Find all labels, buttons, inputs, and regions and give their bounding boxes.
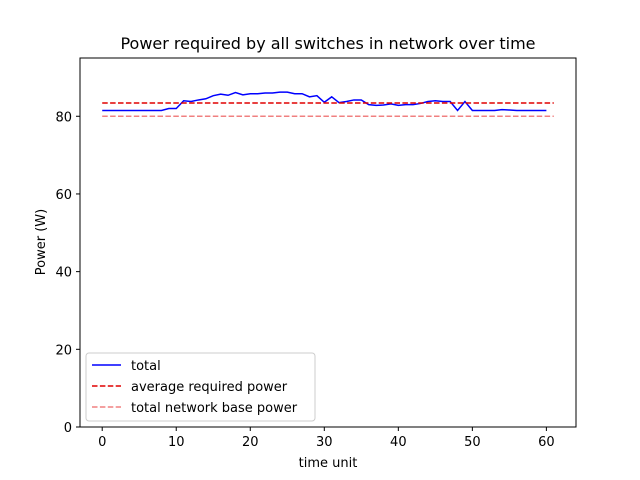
y-tick-label: 0 xyxy=(64,421,72,436)
x-tick-label: 30 xyxy=(316,435,333,450)
x-axis: 0 10 20 30 40 50 60 xyxy=(98,427,555,450)
x-tick-label: 60 xyxy=(538,435,555,450)
x-tick-label: 20 xyxy=(242,435,259,450)
plot-area xyxy=(102,91,554,118)
y-axis: 0 20 40 60 80 xyxy=(55,110,80,436)
y-tick-label: 60 xyxy=(55,188,72,203)
x-tick-label: 40 xyxy=(390,435,407,450)
legend-label: average required power xyxy=(131,380,288,395)
y-axis-label: Power (W) xyxy=(34,209,49,275)
y-tick-label: 20 xyxy=(55,343,72,358)
chart-title: Power required by all switches in networ… xyxy=(120,34,535,53)
x-tick-label: 10 xyxy=(168,435,185,450)
x-tick-label: 50 xyxy=(464,435,481,450)
plot-frame xyxy=(79,57,577,428)
x-axis-label: time unit xyxy=(299,456,358,471)
legend: total average required power total network… xyxy=(85,352,316,422)
y-tick-label: 40 xyxy=(55,266,72,281)
y-tick-label: 80 xyxy=(55,110,72,125)
legend-frame xyxy=(85,352,316,422)
x-tick-label: 0 xyxy=(98,435,106,450)
series-line-1 xyxy=(102,91,547,112)
legend-label: total xyxy=(131,359,161,374)
legend-label: total network base power xyxy=(131,401,298,416)
